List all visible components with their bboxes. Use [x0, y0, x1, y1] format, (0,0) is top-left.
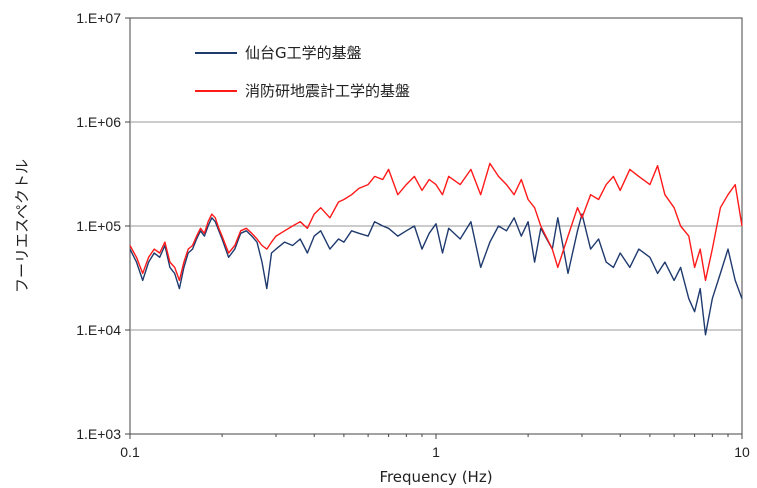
legend-label-1: 仙台G工学的基盤	[245, 44, 362, 62]
y-tick-label: 1.E+05	[76, 218, 121, 234]
x-axis-ticks: 0.1 1 10	[120, 434, 750, 460]
x-tick-label: 0.1	[120, 444, 140, 460]
series-group	[129, 162, 743, 336]
x-tick-label: 1	[432, 444, 440, 460]
x-tick-label: 10	[734, 444, 750, 460]
y-axis-ticks: 1.E+03 1.E+04 1.E+05 1.E+06 1.E+07	[76, 10, 130, 442]
legend-label-2: 消防研地震計工学的基盤	[245, 82, 410, 100]
series-line-1	[129, 213, 743, 336]
x-axis-title: Frequency (Hz)	[379, 468, 492, 486]
y-tick-label: 1.E+04	[76, 322, 121, 338]
y-tick-label: 1.E+07	[76, 10, 121, 26]
y-axis-title: フーリエスペクトル	[13, 159, 31, 293]
series-line-2	[129, 162, 743, 282]
y-tick-label: 1.E+03	[76, 426, 121, 442]
y-tick-label: 1.E+06	[76, 114, 121, 130]
